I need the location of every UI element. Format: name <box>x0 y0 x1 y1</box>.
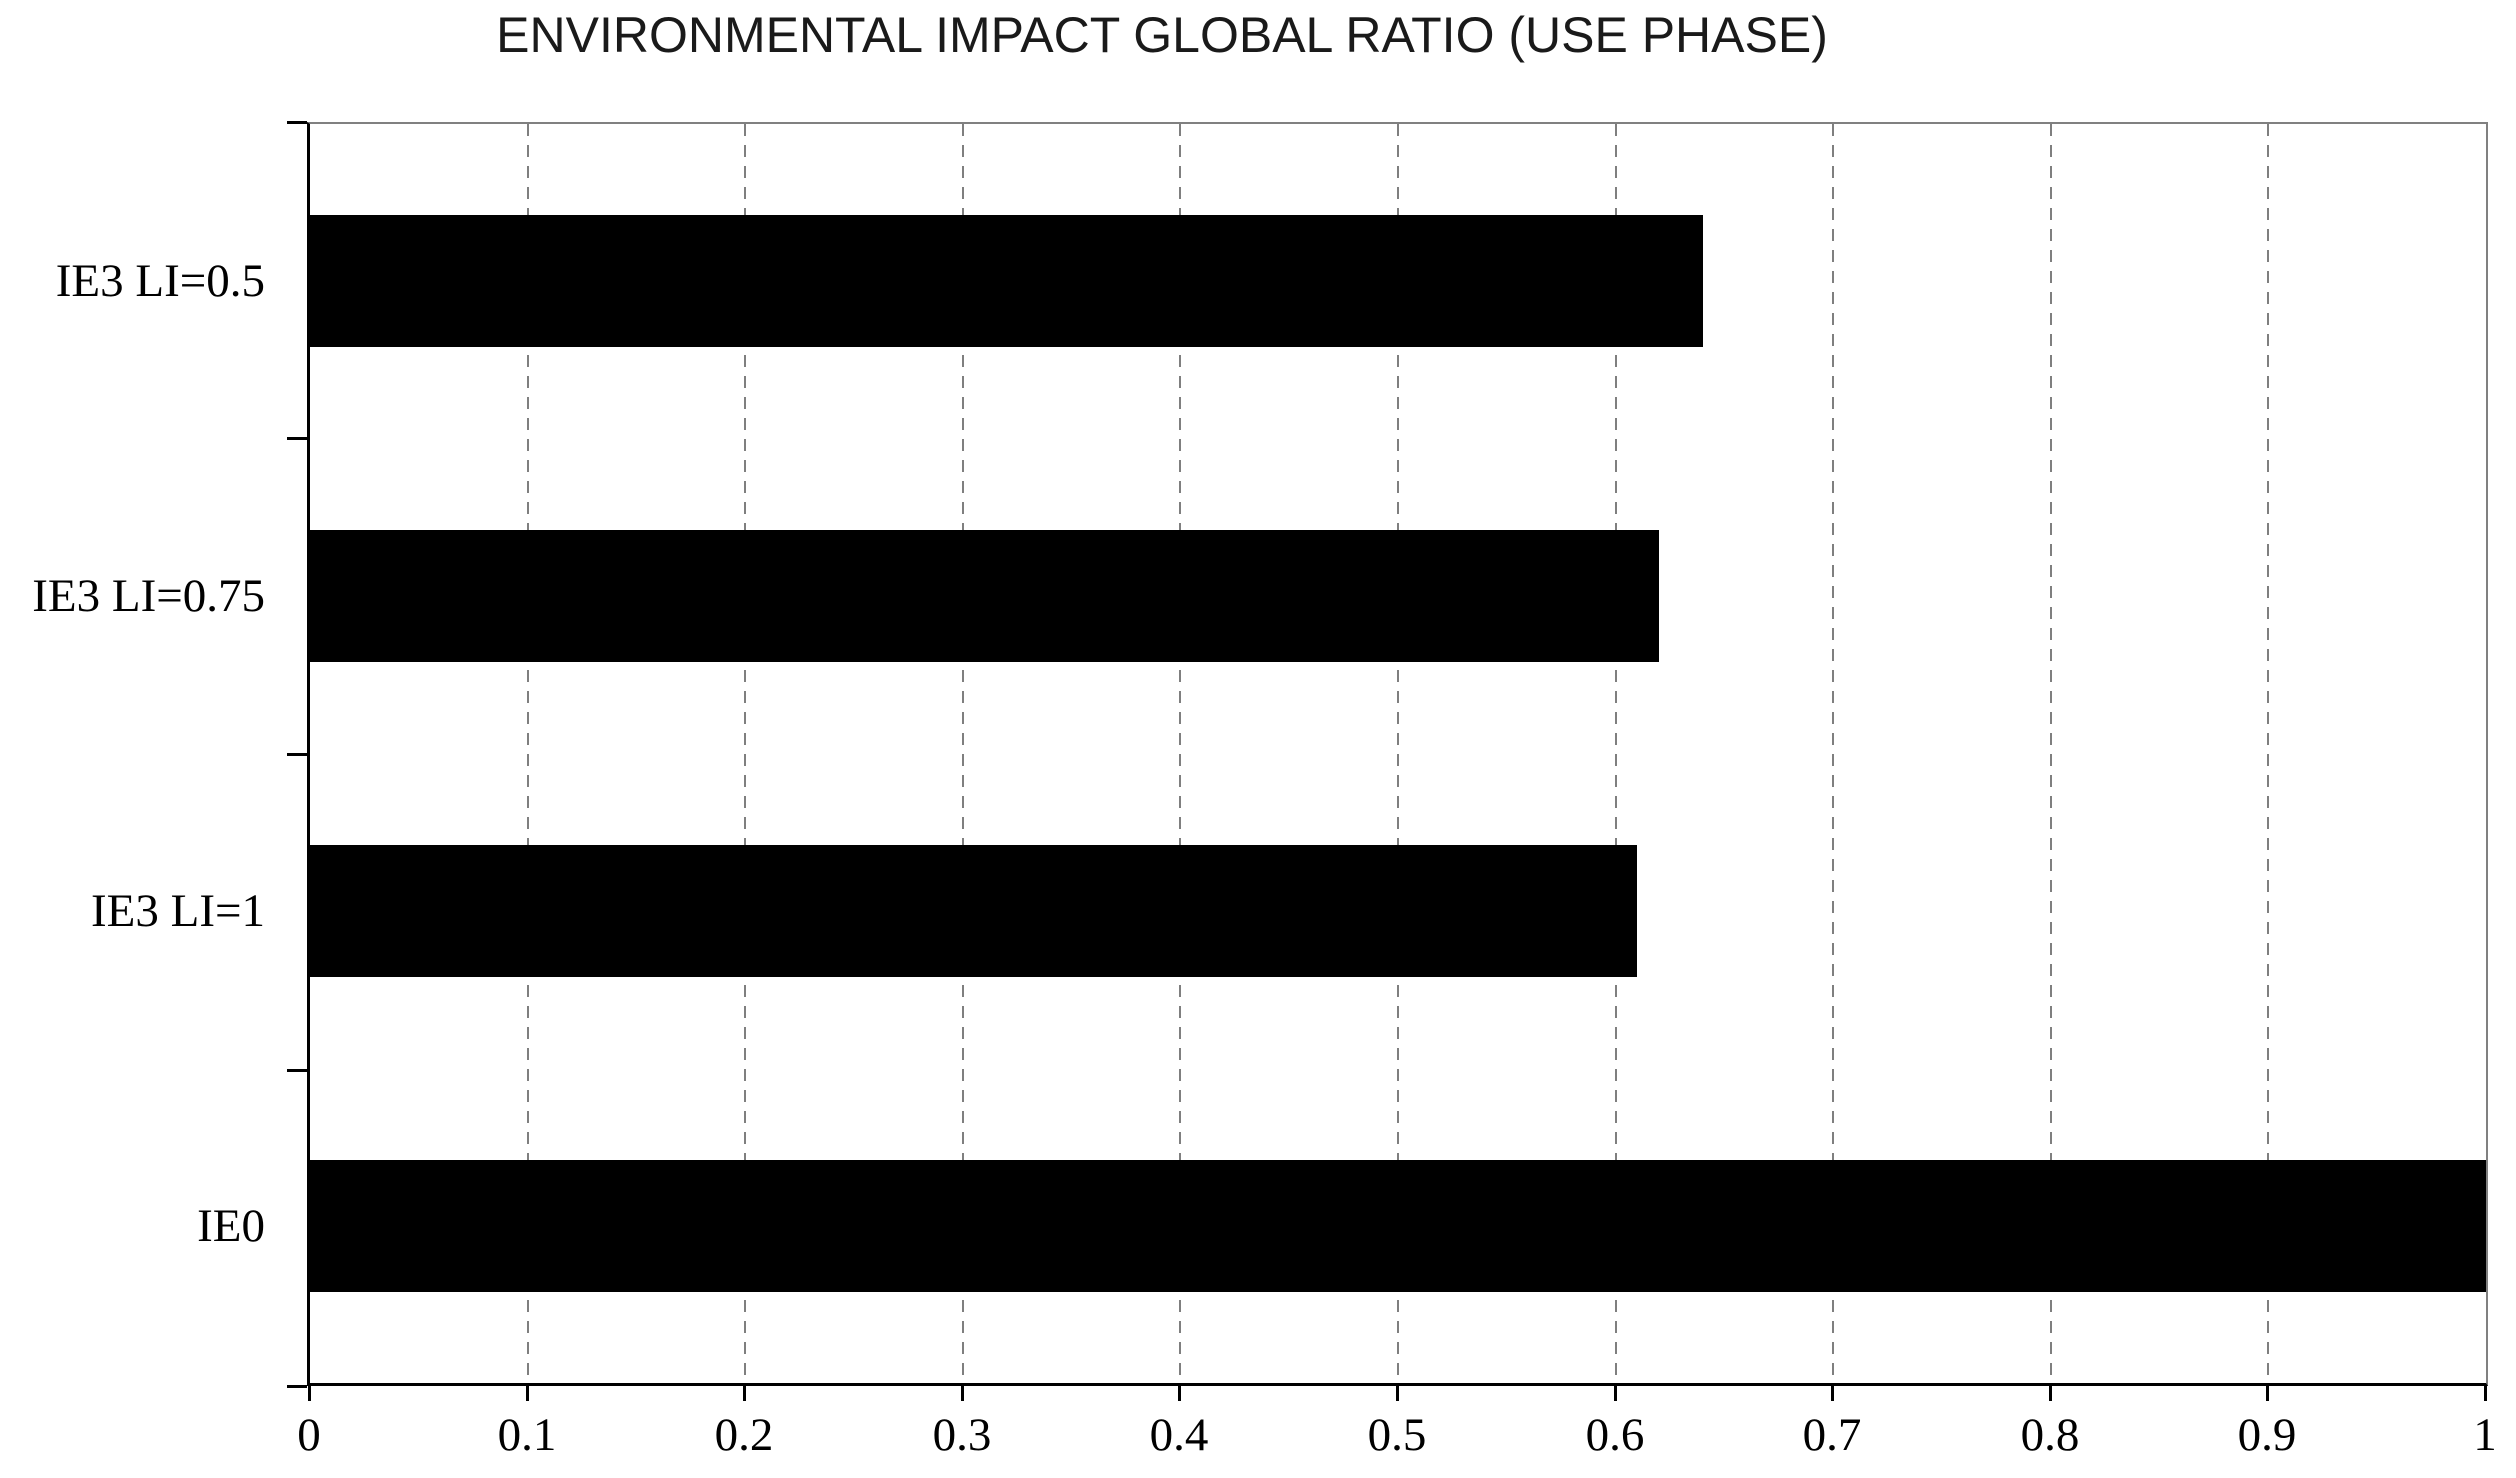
y-axis-tick <box>287 1069 307 1072</box>
gridline <box>1397 124 1399 1383</box>
x-tick-label: 0.5 <box>1367 1409 1427 1461</box>
gridline <box>527 124 529 1383</box>
y-axis-tick <box>287 753 307 756</box>
x-tick-label: 0.1 <box>497 1409 557 1461</box>
x-tick-label: 0.7 <box>1802 1409 1862 1461</box>
category-label: IE0 <box>197 1200 265 1252</box>
x-axis-tick <box>526 1386 529 1401</box>
bar-IE3 LI=0.75 <box>310 530 1659 662</box>
bar-IE3 LI=1 <box>310 845 1637 977</box>
plot-area <box>307 122 2488 1386</box>
chart-title: ENVIRONMENTAL IMPACT GLOBAL RATIO (USE P… <box>496 7 1828 63</box>
gridline <box>2267 124 2269 1383</box>
y-axis-tick <box>287 121 307 124</box>
y-axis-tick <box>287 437 307 440</box>
gridline <box>1615 124 1617 1383</box>
x-axis-tick <box>2049 1386 2052 1401</box>
bar-IE0 <box>310 1160 2486 1292</box>
x-axis-tick <box>308 1386 311 1401</box>
x-tick-label: 1 <box>2473 1409 2497 1461</box>
x-axis-tick <box>1614 1386 1617 1401</box>
x-axis-tick <box>1178 1386 1181 1401</box>
x-tick-label: 0.2 <box>714 1409 774 1461</box>
gridline <box>744 124 746 1383</box>
x-tick-label: 0.9 <box>2237 1409 2297 1461</box>
x-axis-tick <box>2484 1386 2487 1401</box>
x-axis-tick <box>1831 1386 1834 1401</box>
bar-IE3 LI=0.5 <box>310 215 1703 347</box>
y-axis-tick <box>287 1385 307 1388</box>
x-axis-tick <box>743 1386 746 1401</box>
category-label: IE3 LI=0.5 <box>55 255 265 307</box>
category-label: IE3 LI=1 <box>91 885 265 937</box>
x-tick-label: 0.8 <box>2020 1409 2080 1461</box>
x-tick-label: 0.3 <box>932 1409 992 1461</box>
category-label: IE3 LI=0.75 <box>32 570 265 622</box>
x-tick-label: 0.6 <box>1585 1409 1645 1461</box>
x-axis-tick <box>1396 1386 1399 1401</box>
x-axis-tick <box>961 1386 964 1401</box>
gridline <box>1832 124 1834 1383</box>
x-axis-tick <box>2266 1386 2269 1401</box>
gridline <box>1179 124 1181 1383</box>
gridline <box>962 124 964 1383</box>
x-tick-label: 0.4 <box>1149 1409 1209 1461</box>
x-tick-label: 0 <box>297 1409 321 1461</box>
gridline <box>2050 124 2052 1383</box>
